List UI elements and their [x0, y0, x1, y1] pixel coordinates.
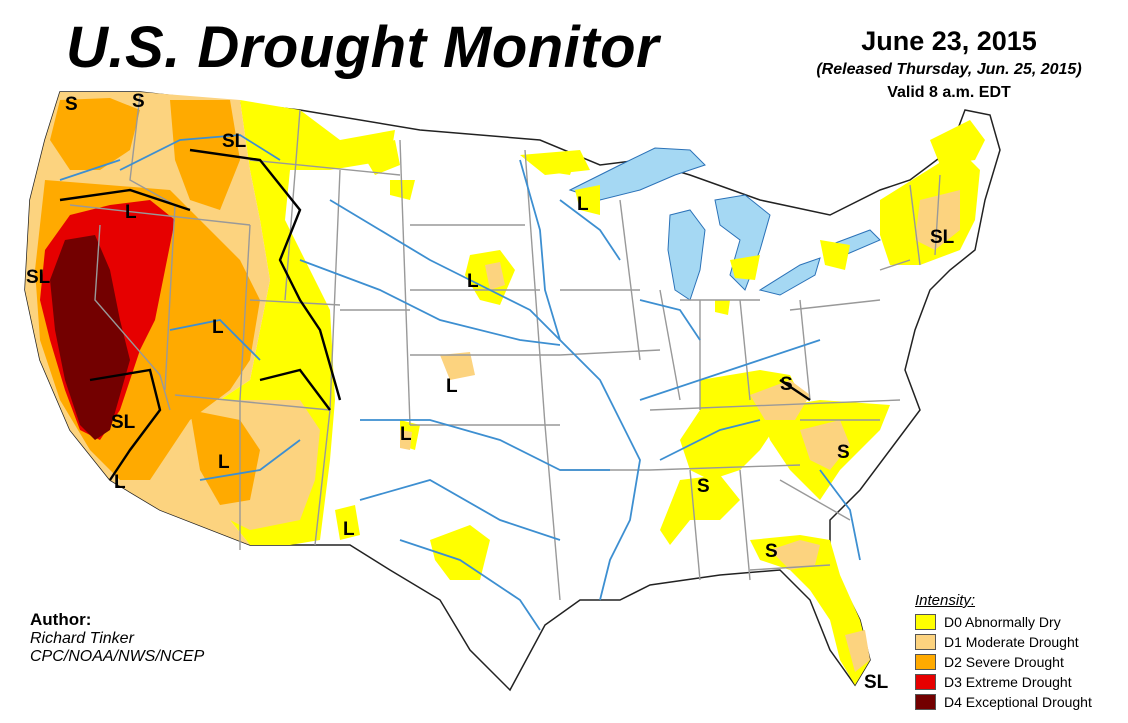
state-boundaries	[69, 94, 941, 601]
impact-label: SL	[930, 227, 955, 248]
impact-label: SL	[111, 412, 136, 433]
impact-label: L	[343, 519, 355, 540]
author-name: Richard Tinker	[30, 630, 134, 647]
legend-item-d1: D1 Moderate Drought	[915, 632, 1092, 652]
impact-label: SL	[222, 131, 247, 152]
legend-label: D0 Abnormally Dry	[944, 614, 1061, 630]
rivers	[59, 134, 861, 631]
legend: Intensity: D0 Abnormally Dry D1 Moderate…	[915, 592, 1092, 712]
valid-time: Valid 8 a.m. EDT	[887, 84, 1011, 101]
impact-label: SL	[26, 267, 51, 288]
release-date: (Released Thursday, Jun. 25, 2015)	[816, 61, 1082, 78]
page-title: U.S. Drought Monitor	[66, 15, 660, 80]
legend-label: D1 Moderate Drought	[944, 634, 1079, 650]
legend-swatch	[915, 654, 936, 670]
great-lakes	[568, 147, 881, 301]
legend-item-d3: D3 Extreme Drought	[915, 672, 1092, 692]
impact-label: S	[765, 541, 778, 562]
legend-swatch	[915, 694, 936, 710]
legend-label: D2 Severe Drought	[944, 654, 1064, 670]
lake-erie	[758, 257, 821, 296]
legend-label: D4 Exceptional Drought	[944, 694, 1092, 710]
legend-swatch	[915, 674, 936, 690]
d4-exceptional-drought	[50, 235, 130, 440]
header-info: June 23, 2015 (Released Thursday, Jun. 2…	[784, 26, 1114, 102]
impact-label: L	[218, 452, 230, 473]
impact-label: L	[446, 376, 458, 397]
impact-label: SL	[864, 672, 889, 693]
impact-label: L	[577, 194, 589, 215]
legend-title: Intensity:	[915, 592, 976, 609]
legend-swatch	[915, 634, 936, 650]
lake-michigan	[667, 209, 706, 301]
legend-label: D3 Extreme Drought	[944, 674, 1072, 690]
lake-superior	[568, 147, 706, 201]
lake-huron	[714, 194, 771, 291]
legend-item-d2: D2 Severe Drought	[915, 652, 1092, 672]
author-label: Author:	[30, 610, 92, 629]
author-block: Author: Richard Tinker CPC/NOAA/NWS/NCEP	[30, 610, 204, 666]
author-org: CPC/NOAA/NWS/NCEP	[30, 648, 205, 665]
legend-item-d0: D0 Abnormally Dry	[915, 612, 1092, 632]
legend-swatch	[915, 614, 936, 630]
impact-labels: S S SL L SL L SL L L L L L L L SL S S S …	[26, 91, 955, 693]
impact-label: S	[65, 94, 78, 115]
impact-label: L	[114, 472, 126, 493]
legend-item-d4: D4 Exceptional Drought	[915, 692, 1092, 712]
impact-label: L	[400, 424, 412, 445]
impact-label: L	[125, 202, 137, 223]
impact-label: S	[697, 476, 710, 497]
drought-outlines	[59, 148, 811, 481]
impact-label: L	[467, 271, 479, 292]
impact-label: S	[780, 374, 793, 395]
impact-label: S	[837, 442, 850, 463]
impact-label: L	[212, 317, 224, 338]
map-date: June 23, 2015	[861, 26, 1037, 56]
impact-label: S	[132, 91, 145, 112]
